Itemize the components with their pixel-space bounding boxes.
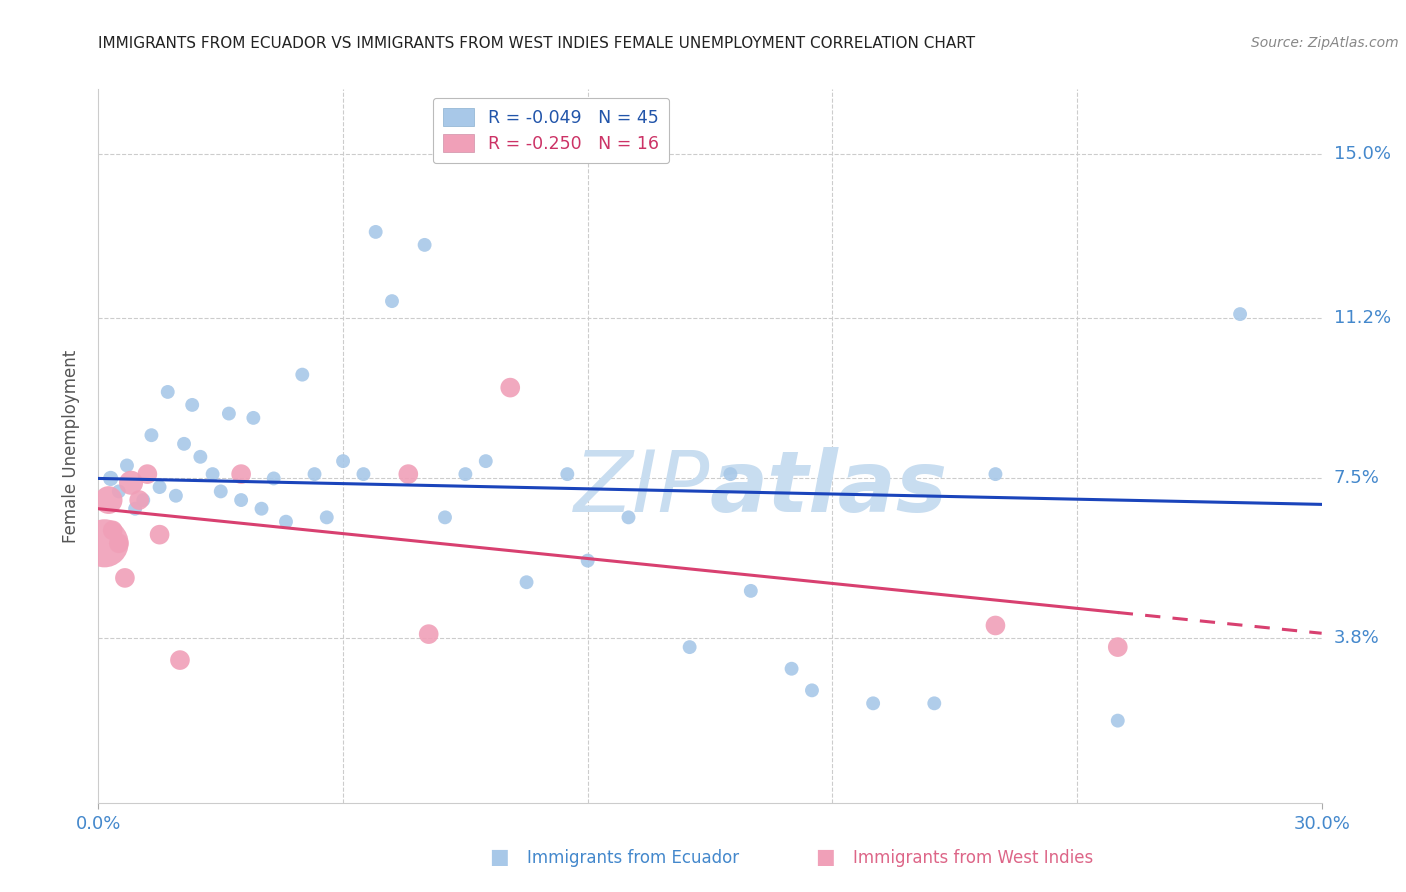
Point	[128, 493, 150, 508]
Point	[115, 458, 138, 473]
Point	[136, 467, 159, 482]
Point	[169, 653, 191, 667]
Point	[201, 467, 224, 482]
Point	[156, 384, 179, 399]
Point	[679, 640, 702, 654]
Point	[231, 467, 253, 482]
Text: Immigrants from West Indies: Immigrants from West Indies	[853, 849, 1094, 867]
Point	[718, 467, 742, 482]
Point	[352, 467, 374, 482]
Point	[984, 618, 1007, 632]
Point	[101, 524, 124, 538]
Point	[218, 407, 240, 421]
Point	[576, 553, 599, 567]
Y-axis label: Female Unemployment: Female Unemployment	[62, 350, 80, 542]
Point	[433, 510, 456, 524]
Point	[740, 583, 762, 598]
Point	[132, 493, 155, 508]
Point	[108, 484, 131, 499]
Point	[141, 428, 163, 442]
Point	[499, 381, 522, 395]
Point	[1107, 714, 1129, 728]
Point	[274, 515, 297, 529]
Point	[173, 437, 195, 451]
Point	[291, 368, 314, 382]
Point	[242, 410, 264, 425]
Point	[984, 467, 1007, 482]
Text: ■: ■	[489, 847, 509, 867]
Text: 7.5%: 7.5%	[1334, 469, 1379, 487]
Point	[304, 467, 326, 482]
Text: 11.2%: 11.2%	[1334, 310, 1391, 327]
Text: ■: ■	[815, 847, 835, 867]
Point	[555, 467, 579, 482]
Text: ZIP: ZIP	[574, 447, 710, 531]
Point	[381, 294, 404, 309]
Point	[93, 536, 115, 550]
Point	[263, 471, 285, 485]
Text: Source: ZipAtlas.com: Source: ZipAtlas.com	[1251, 36, 1399, 50]
Point	[418, 627, 440, 641]
Point	[188, 450, 212, 464]
Point	[454, 467, 477, 482]
Point	[516, 575, 538, 590]
Point	[231, 493, 253, 508]
Legend: R = -0.049   N = 45, R = -0.250   N = 16: R = -0.049 N = 45, R = -0.250 N = 16	[433, 98, 669, 163]
Point	[114, 571, 136, 585]
Point	[474, 454, 498, 468]
Point	[315, 510, 337, 524]
Point	[209, 484, 232, 499]
Point	[124, 501, 146, 516]
Point	[617, 510, 640, 524]
Point	[396, 467, 419, 482]
Text: 15.0%: 15.0%	[1334, 145, 1391, 163]
Point	[250, 501, 273, 516]
Text: Immigrants from Ecuador: Immigrants from Ecuador	[527, 849, 740, 867]
Text: IMMIGRANTS FROM ECUADOR VS IMMIGRANTS FROM WEST INDIES FEMALE UNEMPLOYMENT CORRE: IMMIGRANTS FROM ECUADOR VS IMMIGRANTS FR…	[98, 36, 976, 51]
Point	[165, 489, 187, 503]
Point	[181, 398, 204, 412]
Point	[413, 238, 436, 252]
Point	[149, 480, 172, 494]
Point	[1107, 640, 1129, 654]
Point	[100, 471, 122, 485]
Point	[120, 475, 142, 490]
Point	[922, 696, 945, 710]
Point	[1229, 307, 1251, 321]
Point	[97, 493, 120, 508]
Point	[364, 225, 387, 239]
Point	[332, 454, 354, 468]
Text: atlas: atlas	[710, 447, 948, 531]
Point	[780, 662, 803, 676]
Text: 3.8%: 3.8%	[1334, 630, 1379, 648]
Point	[149, 527, 172, 541]
Point	[862, 696, 884, 710]
Point	[108, 536, 131, 550]
Point	[801, 683, 824, 698]
